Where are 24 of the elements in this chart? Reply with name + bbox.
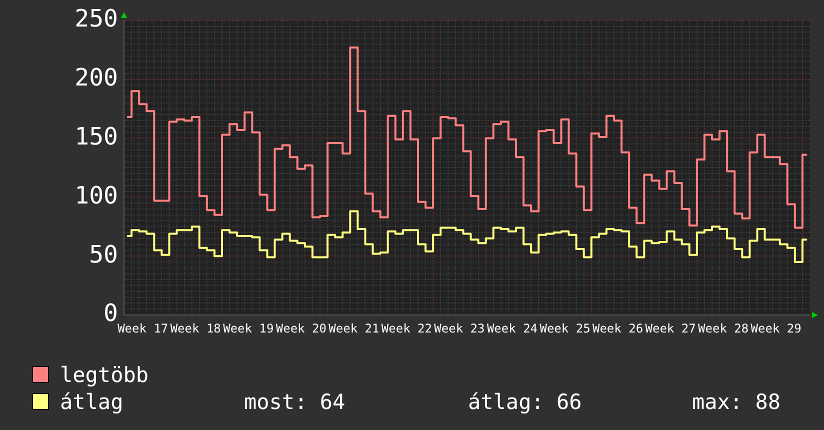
y-tick-label: 150 [74,122,118,150]
x-tick-label: Week 18 [170,321,221,336]
text: átlag: 66 [468,390,583,414]
legend-label: legtöbb [60,362,150,386]
x-tick-label: Week 19 [223,321,274,336]
x-tick-label: Week 26 [592,321,644,336]
x-tick-label: Week 28 [698,321,749,336]
x-tick-label: Week 27 [645,321,696,336]
y-tick-label: 200 [74,64,118,92]
x-tick-label: Week 17 [118,321,168,336]
text: max: 88 [692,390,781,414]
text: most: 64 [244,390,346,414]
y-tick-label: 0 [104,299,118,328]
x-tick-label: Week 22 [381,321,432,336]
x-tick-label: Week 23 [434,321,485,336]
y-tick-label: 100 [74,181,118,210]
y-tick-label: 250 [74,4,118,33]
x-tick-label: Week 24 [486,321,538,336]
legend-label: átlag [60,390,124,414]
x-tick-label: Week 29 [750,321,802,336]
y-tick-label: 50 [89,240,118,268]
x-tick-label: Week 25 [540,321,590,336]
x-tick-label: Week 21 [328,321,380,336]
x-tick-label: Week 20 [276,321,326,336]
